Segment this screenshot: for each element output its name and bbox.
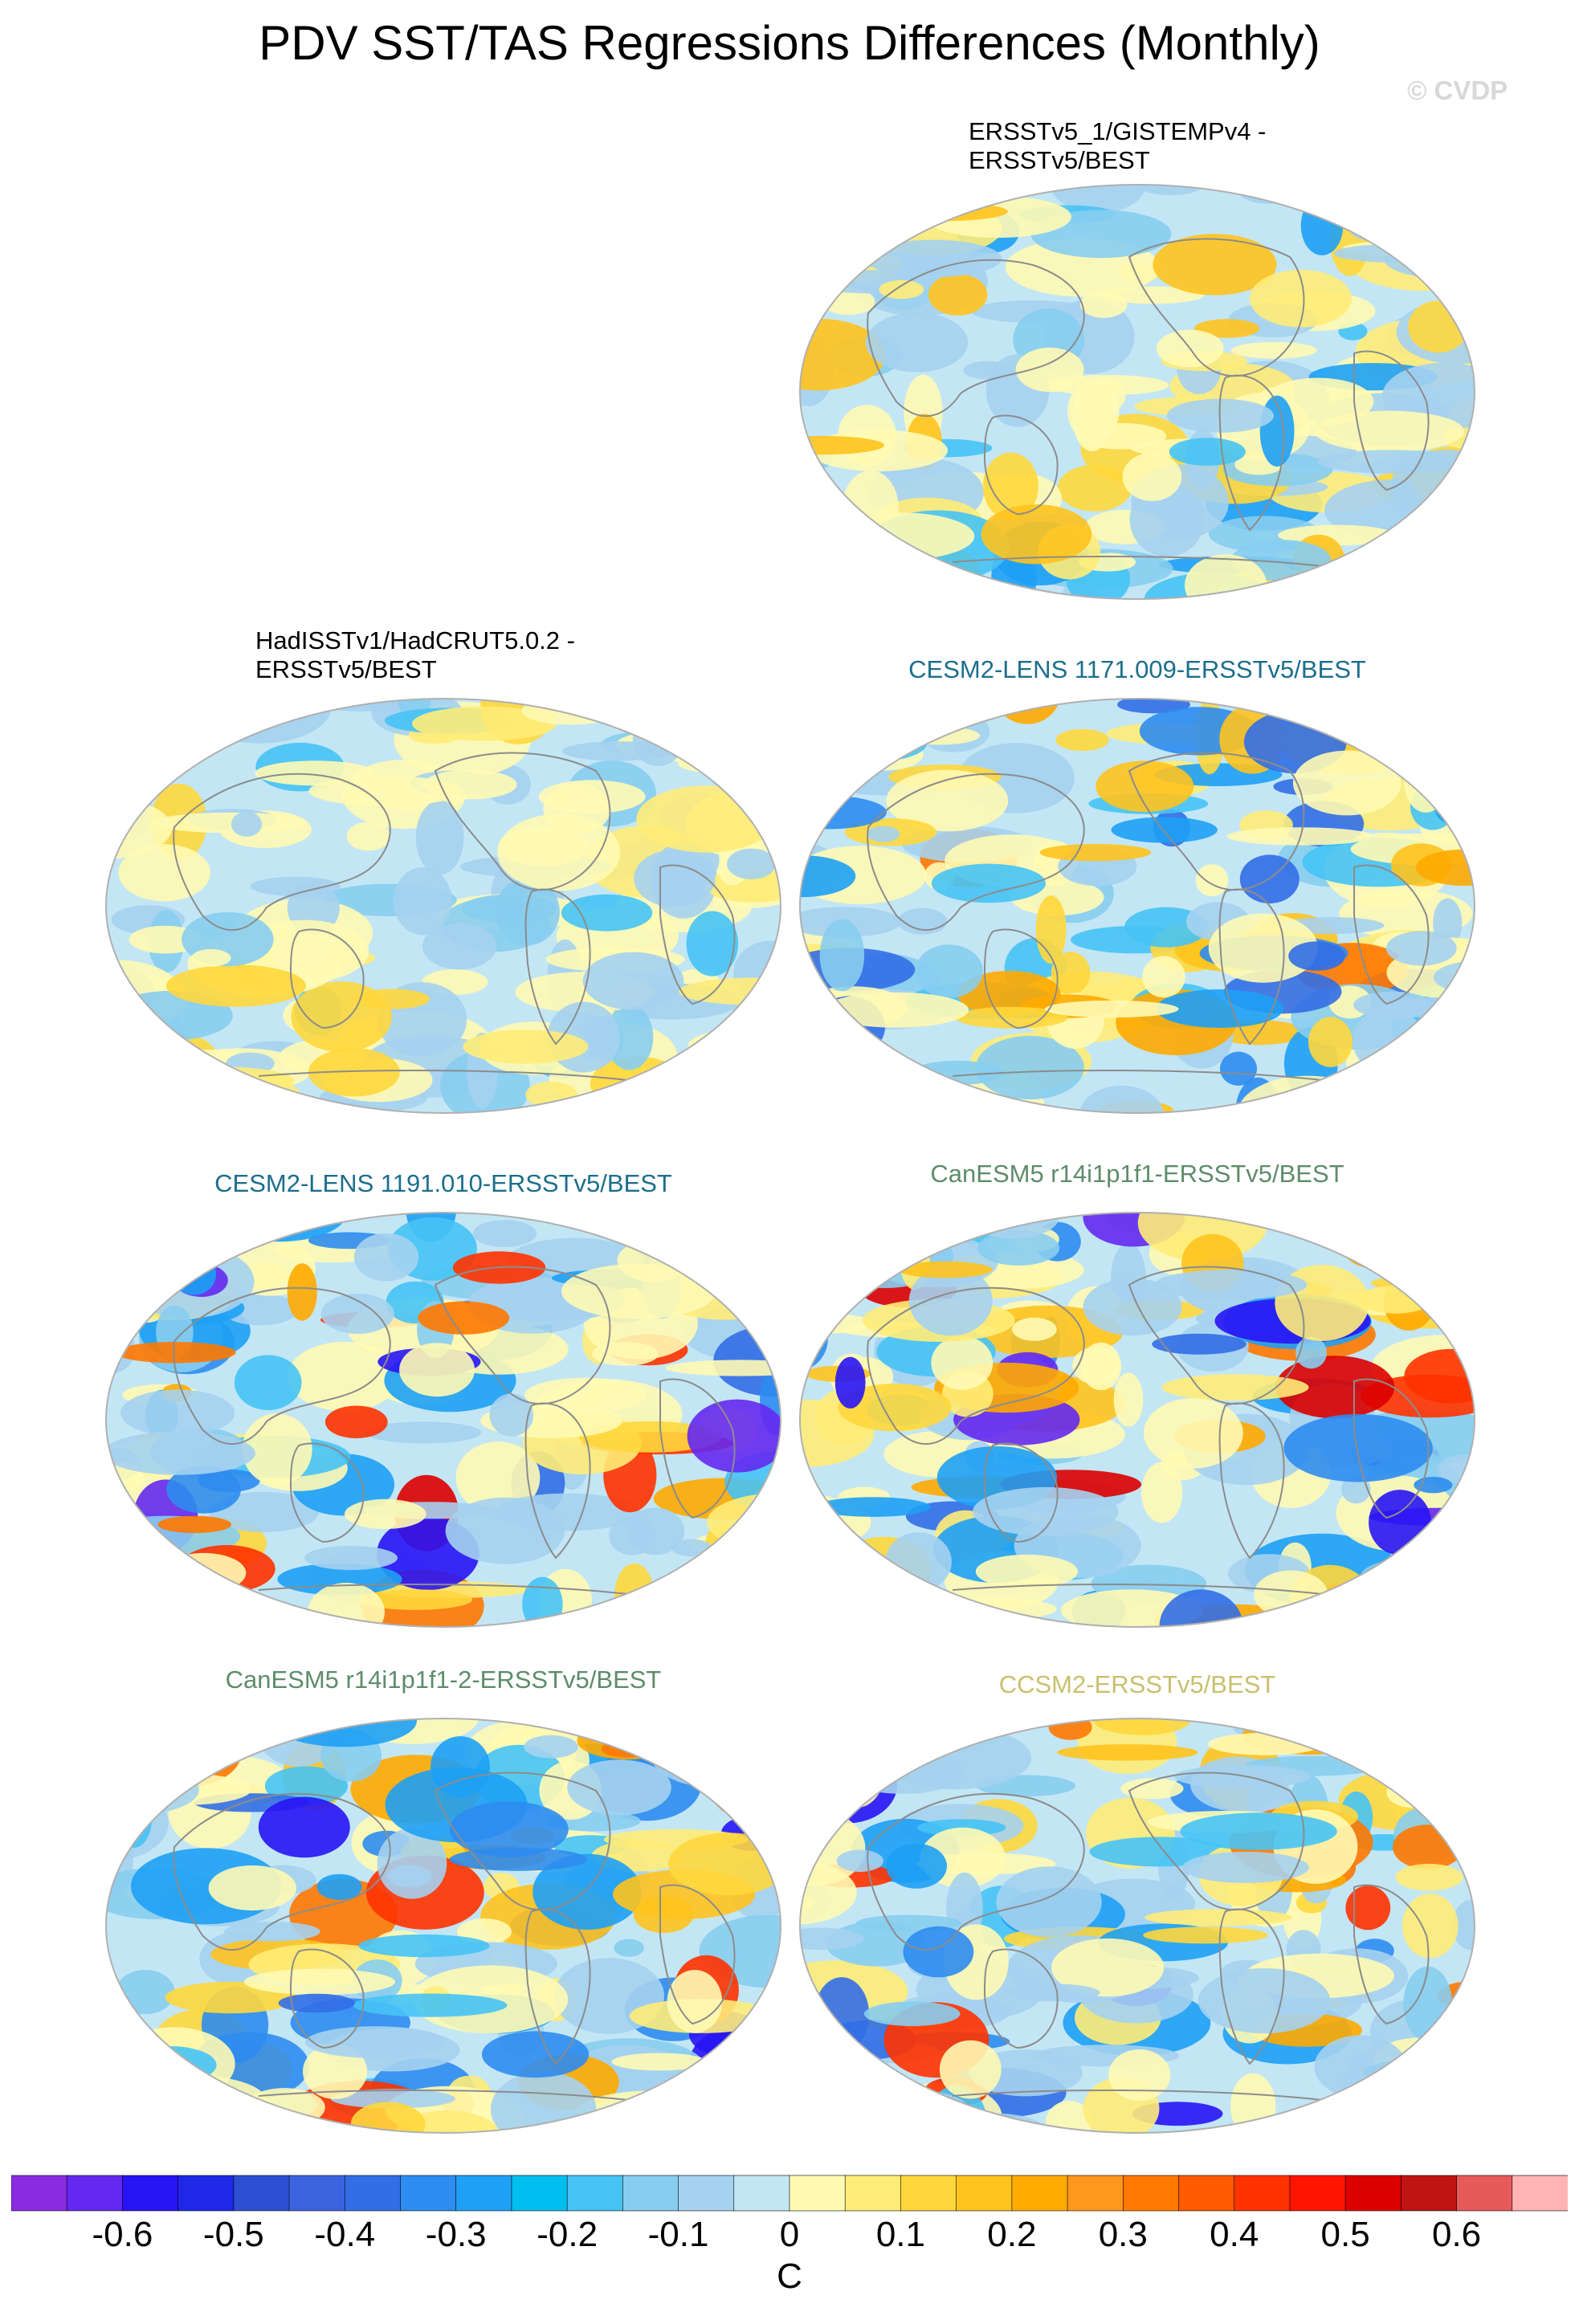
colorbar-swatch: [1178, 2175, 1235, 2212]
colorbar-swatch: [288, 2175, 346, 2212]
panel-ccsm2: CCSM2-ERSSTv5/BEST: [792, 1646, 1483, 2134]
colorbar-swatch: [1122, 2175, 1180, 2212]
colorbar-swatch: [11, 2175, 68, 2212]
page-title: PDV SST/TAS Regressions Differences (Mon…: [259, 16, 1320, 70]
panel-canesm5-r14-2: CanESM5 r14i1p1f1-2-ERSSTv5/BEST: [98, 1646, 789, 2134]
colorbar: [11, 2175, 1568, 2212]
colorbar-swatch: [1344, 2175, 1402, 2212]
map-cesm2-1171: [799, 698, 1475, 1114]
panel-title: CESM2-LENS 1171.009-ERSSTv5/BEST: [908, 655, 1366, 683]
colorbar-tick-label: -0.1: [647, 2215, 709, 2254]
map-cesm2-1191: [105, 1212, 781, 1628]
colorbar-tick-label: 0.2: [987, 2215, 1037, 2254]
colorbar-swatch: [622, 2175, 679, 2212]
panel-title: CanESM5 r14i1p1f1-2-ERSSTv5/BEST: [225, 1666, 662, 1694]
colorbar-swatch: [344, 2175, 402, 2212]
colorbar-tick-label: -0.3: [425, 2215, 487, 2254]
panel-canesm5-r14: CanESM5 r14i1p1f1-ERSSTv5/BEST: [792, 1140, 1483, 1628]
colorbar-swatch: [233, 2175, 290, 2212]
colorbar-swatch: [400, 2175, 457, 2212]
colorbar-tick-label: 0: [779, 2215, 800, 2254]
colorbar-tick-label: 0.5: [1320, 2215, 1370, 2254]
colorbar-swatch: [1234, 2175, 1291, 2212]
colorbar-tick-label: 0.3: [1098, 2215, 1148, 2254]
map-hadisst-hadcrut: [105, 698, 781, 1114]
panel-cesm2-1171: CESM2-LENS 1171.009-ERSSTv5/BEST: [792, 626, 1483, 1114]
colorbar-swatch: [789, 2175, 847, 2212]
panel-title: CCSM2-ERSSTv5/BEST: [998, 1670, 1276, 1698]
colorbar-swatch: [733, 2175, 790, 2212]
watermark: © CVDP: [1407, 75, 1508, 105]
panel-cesm2-1191: CESM2-LENS 1191.010-ERSSTv5/BEST: [98, 1140, 789, 1628]
colorbar-swatch: [1067, 2175, 1124, 2212]
colorbar-tick-label: 0.4: [1210, 2215, 1259, 2254]
panel-title: ERSSTv5_1/GISTEMPv4 - ERSSTv5/BEST: [969, 117, 1267, 174]
colorbar-swatch: [1512, 2175, 1568, 2212]
map-canesm5-r14: [799, 1212, 1475, 1628]
colorbar-tick-label: -0.5: [202, 2215, 264, 2254]
colorbar-labels: -0.6 -0.5 -0.4 -0.3 -0.2 -0.1 0 0.1 0.2 0.3 0.4 0.5…: [11, 2215, 1568, 2255]
colorbar-swatch: [1289, 2175, 1347, 2212]
colorbar-swatch: [1011, 2175, 1068, 2212]
colorbar-unit: C: [777, 2257, 802, 2296]
map-ersst-gistemp: [799, 184, 1475, 600]
map-canesm5-r14-2: [105, 1718, 781, 2134]
colorbar-swatch: [66, 2175, 124, 2212]
colorbar-swatch: [177, 2175, 235, 2212]
panel-title: CESM2-LENS 1191.010-ERSSTv5/BEST: [214, 1169, 672, 1197]
colorbar-swatch: [1401, 2175, 1458, 2212]
colorbar-tick-label: -0.2: [537, 2215, 598, 2254]
map-ccsm2: [799, 1718, 1475, 2134]
colorbar-swatch: [455, 2175, 512, 2212]
panel-title: HadISSTv1/HadCRUT5.0.2 - ERSSTv5/BEST: [255, 626, 575, 683]
colorbar-swatch: [1456, 2175, 1513, 2212]
colorbar-tick-label: 0.6: [1431, 2215, 1482, 2254]
colorbar-tick-label: -0.6: [92, 2215, 153, 2254]
panel-hadisst-hadcrut: HadISSTv1/HadCRUT5.0.2 - ERSSTv5/BEST: [98, 626, 789, 1114]
colorbar-tick-label: 0.1: [875, 2215, 926, 2254]
colorbar-swatch: [566, 2175, 624, 2212]
colorbar-swatch: [900, 2175, 957, 2212]
colorbar-swatch: [122, 2175, 179, 2212]
panel-title: CanESM5 r14i1p1f1-ERSSTv5/BEST: [930, 1160, 1344, 1188]
colorbar-swatch: [844, 2175, 902, 2212]
colorbar-swatch: [956, 2175, 1013, 2212]
panel-ersst-gistemp: ERSSTv5_1/GISTEMPv4 - ERSSTv5/BEST: [792, 112, 1483, 600]
colorbar-swatch: [511, 2175, 569, 2212]
colorbar-tick-label: -0.4: [314, 2215, 376, 2254]
colorbar-swatch: [678, 2175, 735, 2212]
